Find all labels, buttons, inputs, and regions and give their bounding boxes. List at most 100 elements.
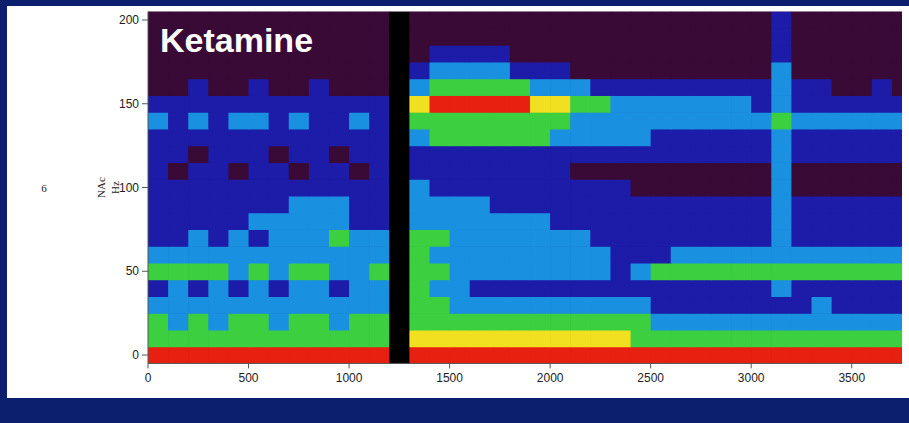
cell (249, 146, 270, 163)
cell (450, 28, 471, 45)
cell (409, 246, 430, 263)
cell (249, 347, 270, 364)
cell (550, 129, 571, 146)
cell (450, 280, 471, 297)
cell (671, 162, 692, 179)
cell (329, 28, 350, 45)
cell (751, 45, 772, 62)
cell (550, 179, 571, 196)
cell (148, 95, 169, 112)
no-data (389, 129, 410, 146)
cell (590, 229, 611, 246)
cell (409, 313, 430, 330)
cell (751, 129, 772, 146)
cell (832, 12, 853, 29)
cell (590, 162, 611, 179)
cell (329, 79, 350, 96)
cell (892, 95, 902, 112)
cell (249, 79, 270, 96)
cell (892, 213, 902, 230)
cell (309, 330, 330, 347)
cell (872, 79, 893, 96)
cell (269, 162, 290, 179)
cell (510, 129, 531, 146)
cell (651, 129, 672, 146)
cell (369, 330, 390, 347)
cell (470, 229, 491, 246)
cell (510, 347, 531, 364)
x-tick-label: 3500 (838, 371, 865, 385)
cell (892, 79, 902, 96)
cell (329, 146, 350, 163)
cell (168, 62, 189, 79)
cell (590, 112, 611, 129)
cell (731, 246, 752, 263)
cell (228, 296, 249, 313)
cell (470, 296, 491, 313)
cell (510, 263, 531, 280)
cell (550, 112, 571, 129)
cell (610, 313, 631, 330)
cell (872, 179, 893, 196)
cell (671, 179, 692, 196)
cell (148, 213, 169, 230)
cell (731, 95, 752, 112)
cell (228, 229, 249, 246)
cell (872, 129, 893, 146)
cell (429, 162, 450, 179)
cell (188, 179, 209, 196)
cell (852, 330, 873, 347)
cell (570, 162, 591, 179)
cell (651, 296, 672, 313)
cell (349, 112, 370, 129)
cell (892, 229, 902, 246)
cell (490, 330, 511, 347)
cell (289, 213, 310, 230)
cell (892, 28, 902, 45)
cell (470, 246, 491, 263)
no-data (389, 95, 410, 112)
cell (852, 280, 873, 297)
cell (188, 146, 209, 163)
cell (510, 45, 531, 62)
cell (208, 62, 229, 79)
cell (168, 213, 189, 230)
cell (510, 28, 531, 45)
cell (751, 79, 772, 96)
cell (791, 28, 812, 45)
cell (289, 95, 310, 112)
cell (671, 146, 692, 163)
cell (450, 313, 471, 330)
cell (631, 129, 652, 146)
cell (470, 79, 491, 96)
cell (570, 62, 591, 79)
cell (409, 179, 430, 196)
cell (610, 280, 631, 297)
cell (510, 296, 531, 313)
cell (832, 162, 853, 179)
cell (510, 196, 531, 213)
cell (369, 129, 390, 146)
cell (812, 28, 833, 45)
cell (651, 146, 672, 163)
cell (550, 280, 571, 297)
y-tick-label: 0 (132, 348, 139, 362)
y-tick (142, 355, 148, 356)
cell (892, 129, 902, 146)
x-tick-label: 500 (239, 371, 259, 385)
cell (671, 12, 692, 29)
cell (892, 330, 902, 347)
cell (409, 146, 430, 163)
background (0, 0, 909, 423)
cell (570, 229, 591, 246)
cell (188, 229, 209, 246)
cell (369, 313, 390, 330)
cell (369, 162, 390, 179)
cell (188, 330, 209, 347)
cell (590, 347, 611, 364)
cell (892, 12, 902, 29)
x-tick-label: 0 (145, 371, 152, 385)
cell (791, 229, 812, 246)
cell (309, 263, 330, 280)
cell (590, 213, 611, 230)
